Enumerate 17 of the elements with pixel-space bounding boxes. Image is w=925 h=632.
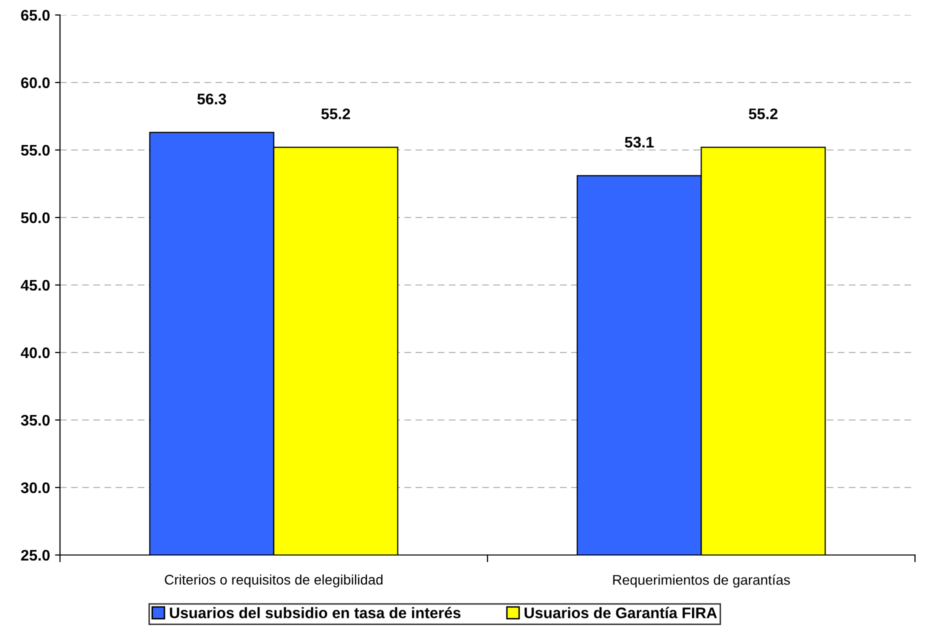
y-tick-label: 35.0 (20, 414, 50, 426)
x-tick-label: Criterios o requisitos de elegibilidad (164, 574, 382, 588)
y-tick-label: 25.0 (21, 550, 50, 561)
legend-label: Usuarios del subsidio en tasa de interés (170, 606, 460, 618)
data-label: 55.2 (748, 108, 778, 120)
legend-label: Usuarios de Garantía FIRA (524, 606, 717, 618)
y-tick-label: 30.0 (20, 482, 50, 494)
y-tick-label: 40.0 (20, 347, 50, 358)
y-tick-label: 55.0 (21, 144, 50, 156)
data-label: 55.2 (321, 108, 350, 120)
y-tick-label: 45.0 (20, 280, 50, 291)
data-label: 56.3 (197, 94, 226, 104)
y-tick-label: 50.0 (21, 212, 50, 224)
x-tick-label: Requerimientos de garantías (613, 574, 790, 588)
data-label: 53.1 (624, 136, 654, 148)
y-tick-label: 60.0 (21, 77, 50, 88)
y-tick-label: 65.0 (21, 10, 50, 21)
